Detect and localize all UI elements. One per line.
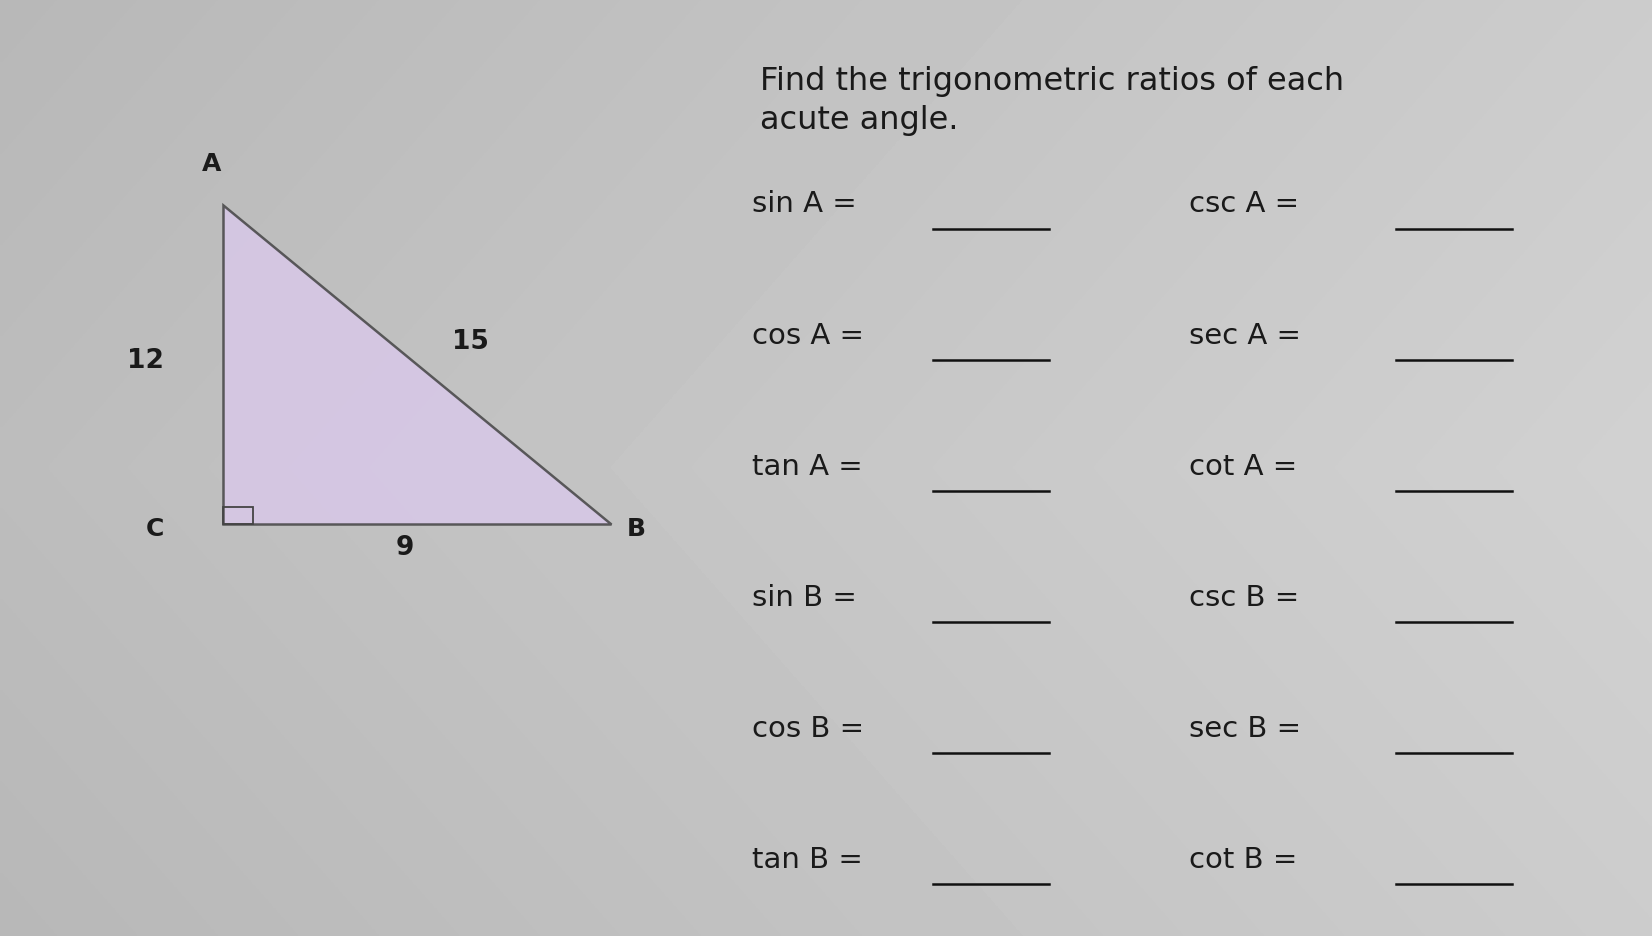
- Text: cos A =: cos A =: [752, 321, 864, 349]
- Polygon shape: [223, 206, 611, 524]
- Text: csc A =: csc A =: [1189, 190, 1300, 218]
- Text: sec A =: sec A =: [1189, 321, 1302, 349]
- Text: sec B =: sec B =: [1189, 714, 1302, 742]
- Text: cot A =: cot A =: [1189, 452, 1298, 480]
- Text: cot B =: cot B =: [1189, 845, 1298, 873]
- Text: 9: 9: [395, 534, 415, 561]
- Text: 12: 12: [127, 347, 164, 373]
- Bar: [223, 507, 253, 524]
- Text: tan A =: tan A =: [752, 452, 862, 480]
- Text: sin A =: sin A =: [752, 190, 856, 218]
- Text: tan B =: tan B =: [752, 845, 862, 873]
- Text: cos B =: cos B =: [752, 714, 864, 742]
- Text: Find the trigonometric ratios of each
acute angle.: Find the trigonometric ratios of each ac…: [760, 66, 1345, 136]
- Text: 15: 15: [453, 329, 489, 355]
- Text: A: A: [202, 152, 221, 176]
- Text: csc B =: csc B =: [1189, 583, 1300, 611]
- Text: C: C: [145, 517, 165, 541]
- Text: sin B =: sin B =: [752, 583, 856, 611]
- Text: B: B: [626, 517, 646, 541]
